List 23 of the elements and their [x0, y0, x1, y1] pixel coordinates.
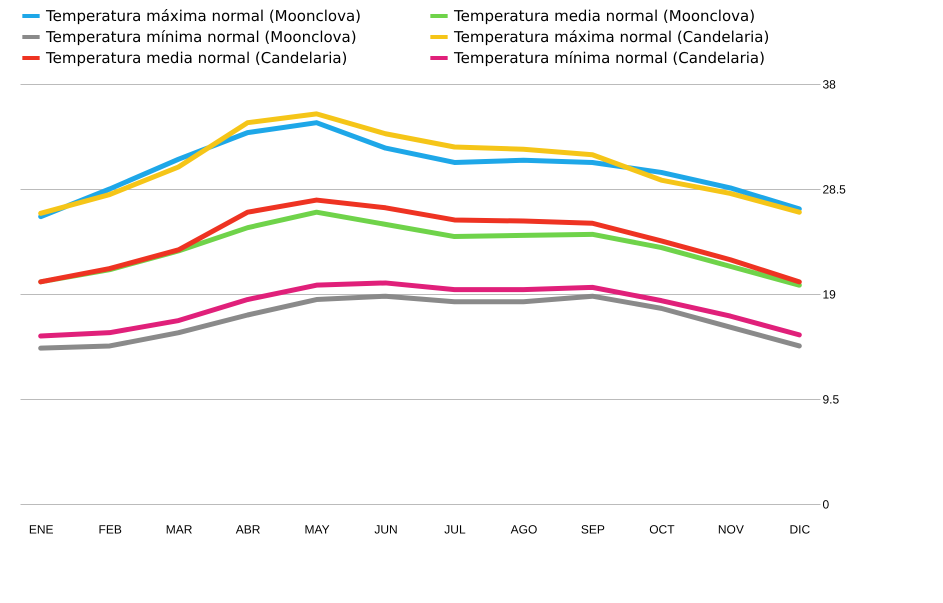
- x-tick-label: ABR: [236, 522, 261, 536]
- x-tick-label: SEP: [580, 522, 605, 536]
- y-tick-label: 19: [822, 288, 836, 302]
- x-tick-label: MAR: [166, 522, 193, 536]
- legend-label: Temperatura media normal (Candelaria): [45, 49, 348, 67]
- legend-label: Temperatura máxima normal (Candelaria): [453, 28, 770, 46]
- x-tick-label: DIC: [789, 522, 810, 536]
- legend-label: Temperatura media normal (Moonclova): [453, 7, 756, 25]
- y-tick-label: 0: [822, 498, 830, 512]
- y-tick-label: 28.5: [822, 182, 846, 196]
- x-tick-label: FEB: [98, 522, 122, 536]
- x-tick-label: AGO: [510, 522, 538, 536]
- x-tick-label: JUL: [444, 522, 466, 536]
- x-tick-label: MAY: [304, 522, 330, 536]
- x-tick-label: NOV: [718, 522, 744, 536]
- legend-label: Temperatura mínima normal (Moonclova): [45, 28, 357, 46]
- y-tick-label: 38: [822, 78, 836, 92]
- x-tick-label: ENE: [28, 522, 54, 536]
- x-tick-label: JUN: [374, 522, 398, 536]
- x-tick-label: OCT: [649, 522, 676, 536]
- legend-label: Temperatura mínima normal (Candelaria): [453, 49, 765, 67]
- legend-label: Temperatura máxima normal (Moonclova): [45, 7, 361, 25]
- y-tick-label: 9.5: [822, 392, 840, 406]
